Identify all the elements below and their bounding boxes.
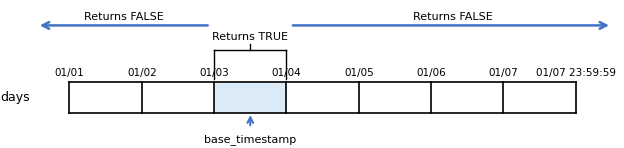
Text: 01/02: 01/02 xyxy=(127,68,157,78)
Text: 01/07 23:59:59: 01/07 23:59:59 xyxy=(536,68,616,78)
Text: 01/01: 01/01 xyxy=(54,68,84,78)
Text: Returns TRUE: Returns TRUE xyxy=(212,32,288,42)
Text: Returns FALSE: Returns FALSE xyxy=(84,12,163,22)
Bar xyxy=(214,82,286,113)
Text: Returns FALSE: Returns FALSE xyxy=(413,12,493,22)
Text: 01/03: 01/03 xyxy=(199,68,229,78)
Text: 01/06: 01/06 xyxy=(416,68,446,78)
Text: days: days xyxy=(0,91,30,104)
Text: 01/04: 01/04 xyxy=(271,68,301,78)
Text: base_timestamp: base_timestamp xyxy=(204,134,296,145)
Text: 01/05: 01/05 xyxy=(344,68,374,78)
Text: 01/07: 01/07 xyxy=(489,68,519,78)
